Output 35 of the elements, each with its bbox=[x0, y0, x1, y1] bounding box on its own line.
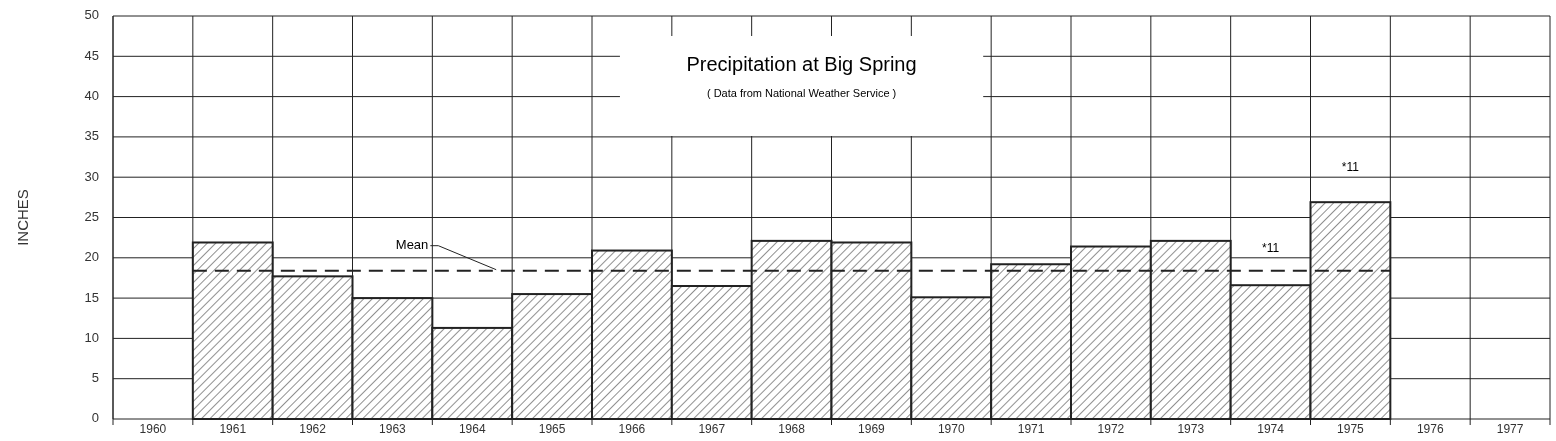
y-tick-label: 45 bbox=[84, 47, 99, 63]
x-tick-label: 1973 bbox=[1177, 422, 1205, 436]
y-axis-title: INCHES bbox=[13, 189, 31, 246]
x-tick-label: 1970 bbox=[937, 422, 965, 436]
x-tick-label: 1965 bbox=[538, 422, 566, 436]
x-tick-label: 1967 bbox=[698, 422, 726, 436]
y-tick-label: 0 bbox=[91, 410, 99, 426]
y-tick-label: 25 bbox=[84, 208, 99, 224]
y-tick-label: 50 bbox=[84, 7, 99, 23]
x-tick-label: 1966 bbox=[618, 422, 646, 436]
x-tick-label: 1975 bbox=[1337, 422, 1365, 436]
x-tick-label: 1971 bbox=[1017, 422, 1045, 436]
annotation: *11 bbox=[1262, 240, 1280, 255]
ref-line-label: Mean bbox=[395, 237, 429, 253]
x-tick-label: 1976 bbox=[1416, 422, 1444, 436]
y-tick-label: 5 bbox=[91, 370, 99, 386]
y-tick-label: 15 bbox=[84, 289, 99, 305]
x-tick-label: 1960 bbox=[139, 422, 167, 436]
y-tick-label: 40 bbox=[84, 88, 99, 104]
text: Precipitation at Big Spring bbox=[686, 53, 917, 76]
y-tick-label: 10 bbox=[84, 329, 99, 345]
x-tick-label: 1974 bbox=[1257, 422, 1285, 436]
x-tick-label: 1972 bbox=[1097, 422, 1125, 436]
y-tick-label: 35 bbox=[84, 128, 99, 144]
x-tick-label: 1961 bbox=[219, 422, 247, 436]
text: ( Data from National Weather Service ) bbox=[706, 86, 897, 99]
x-tick-label: 1964 bbox=[458, 422, 486, 436]
y-tick-label: 20 bbox=[84, 249, 99, 265]
x-tick-label: 1968 bbox=[778, 422, 806, 436]
y-tick-label: 30 bbox=[84, 168, 99, 184]
x-tick-label: 1962 bbox=[299, 422, 327, 436]
x-tick-label: 1969 bbox=[858, 422, 886, 436]
x-tick-label: 1963 bbox=[379, 422, 407, 436]
annotation: *11 bbox=[1341, 160, 1360, 175]
x-tick-label: 1977 bbox=[1496, 422, 1524, 436]
